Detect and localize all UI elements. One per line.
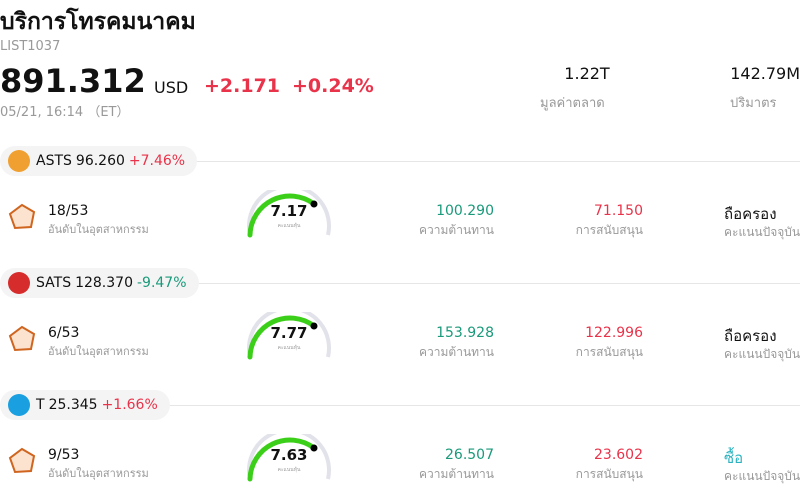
rank: 18/53 — [48, 203, 89, 219]
score: 7.77 — [270, 324, 308, 342]
support-label: การสนับสนุน — [575, 223, 643, 237]
score-gauge — [247, 434, 331, 482]
rank-icon — [8, 447, 36, 474]
stock-change: -9.47% — [136, 275, 187, 291]
rating: ซื้อ — [724, 449, 744, 467]
stock-price: 128.370 — [75, 275, 133, 291]
rank-label: อันดับในอุตสาหกรรม — [48, 467, 149, 480]
rating: ถือครอง — [724, 205, 777, 223]
title: บริการโทรคมนาคม — [0, 9, 196, 35]
support-label: การสนับสนุน — [575, 467, 643, 481]
price: 891.312 — [0, 62, 146, 100]
score-label: คะแนนหุ้น — [277, 223, 301, 229]
stat-value: 1.22T — [564, 64, 610, 83]
rating-label: คะแนนปัจจุบัน — [724, 225, 800, 239]
resistance: 100.290 — [436, 203, 494, 219]
resistance-label: ความต้านทาน — [419, 467, 494, 481]
currency: USD — [154, 78, 189, 97]
stock-icon — [8, 150, 30, 172]
separator-line — [0, 161, 800, 162]
resistance: 153.928 — [436, 325, 494, 341]
ticker: T — [36, 397, 45, 413]
stock-price: 96.260 — [75, 153, 125, 169]
time: 05/21, 16:14 （ET） — [0, 105, 130, 120]
resistance: 26.507 — [445, 447, 494, 463]
ticker: ASTS — [36, 153, 72, 169]
stat-value: 142.79M — [730, 64, 800, 83]
stock-price: 25.345 — [48, 397, 98, 413]
rank-icon — [8, 203, 36, 230]
stat-label: ปริมาตร — [730, 96, 777, 111]
resistance-label: ความต้านทาน — [419, 345, 494, 359]
change-pct: +0.24% — [292, 75, 374, 97]
score: 7.17 — [270, 202, 308, 220]
rating-label: คะแนนปัจจุบัน — [724, 347, 800, 361]
stock-tag[interactable]: ASTS 96.260 +7.46% — [0, 146, 198, 176]
support: 122.996 — [585, 325, 643, 341]
rank-label: อันดับในอุตสาหกรรม — [48, 223, 149, 236]
score-gauge — [247, 312, 331, 360]
stock-icon — [8, 394, 30, 416]
rank-label: อันดับในอุตสาหกรรม — [48, 345, 149, 358]
stock-change: +1.66% — [101, 397, 158, 413]
stock-tag[interactable]: SATS 128.370 -9.47% — [0, 268, 199, 298]
support-label: การสนับสนุน — [575, 345, 643, 359]
support: 71.150 — [594, 203, 643, 219]
support: 23.602 — [594, 447, 643, 463]
score: 7.63 — [270, 446, 308, 464]
stat-label: มูลค่าตลาด — [540, 96, 605, 111]
stock-change: +7.46% — [128, 153, 186, 169]
stock-icon — [8, 272, 30, 294]
stock-tag[interactable]: T 25.345 +1.66% — [0, 390, 170, 420]
change: +2.171 — [204, 75, 281, 97]
separator-line — [0, 405, 800, 406]
rank: 6/53 — [48, 325, 80, 341]
resistance-label: ความต้านทาน — [419, 223, 494, 237]
score-label: คะแนนหุ้น — [277, 345, 301, 351]
ticker: SATS — [36, 275, 72, 291]
separator-line — [0, 283, 800, 284]
rank: 9/53 — [48, 447, 80, 463]
code: LIST1037 — [0, 39, 61, 54]
rating-label: คะแนนปัจจุบัน — [724, 469, 800, 483]
score-gauge — [247, 190, 331, 238]
score-label: คะแนนหุ้น — [277, 467, 301, 473]
rank-icon — [8, 325, 36, 352]
rating: ถือครอง — [724, 327, 777, 345]
